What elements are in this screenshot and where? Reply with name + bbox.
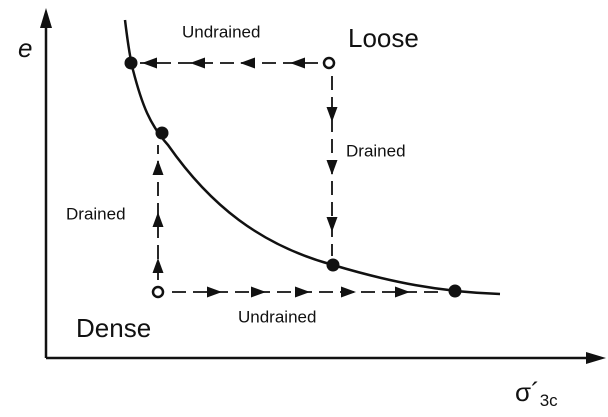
y-axis-arrow xyxy=(40,8,52,28)
arrowhead xyxy=(326,217,338,232)
label-drained: Drained xyxy=(66,204,126,223)
x-axis-symbol: σ´ xyxy=(515,377,540,407)
arrowhead xyxy=(152,258,164,273)
state-point xyxy=(326,258,340,272)
label-drained: Drained xyxy=(346,141,406,160)
arrowhead xyxy=(190,57,205,69)
arrowhead xyxy=(326,160,338,175)
initial-point-loose xyxy=(322,56,336,70)
arrowhead xyxy=(341,286,356,298)
label-loose: Loose xyxy=(348,23,419,53)
label-undrained: Undrained xyxy=(238,307,316,326)
x-axis-label: σ´3c xyxy=(515,377,558,411)
arrowhead xyxy=(152,160,164,175)
y-axis-label: e xyxy=(18,33,32,63)
x-axis-subscript: 3c xyxy=(540,391,558,410)
label-dense: Dense xyxy=(76,313,151,343)
arrowheads xyxy=(142,57,410,298)
arrowhead xyxy=(251,286,266,298)
initial-point-dense xyxy=(151,285,165,299)
arrowhead xyxy=(142,57,157,69)
arrowhead xyxy=(207,286,222,298)
arrowhead xyxy=(152,212,164,227)
x-axis-arrow xyxy=(586,352,606,364)
label-undrained: Undrained xyxy=(182,22,260,41)
state-point xyxy=(124,56,138,70)
arrowhead xyxy=(290,57,305,69)
arrowhead xyxy=(395,286,410,298)
arrowhead xyxy=(295,286,310,298)
arrowhead xyxy=(240,57,255,69)
arrowhead xyxy=(326,107,338,122)
critical-state-line xyxy=(123,19,501,296)
state-point xyxy=(155,126,169,140)
state-point xyxy=(448,284,462,298)
